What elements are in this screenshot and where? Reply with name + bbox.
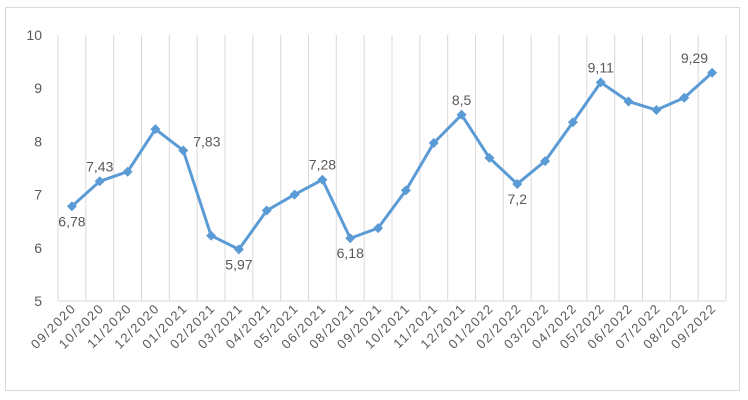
data-label: 6,18 [337,245,364,261]
series-line [70,71,714,251]
data-point-marker [567,117,578,128]
data-label: 7,28 [309,157,336,173]
data-point-marker [289,189,300,200]
data-point-marker [317,174,328,185]
y-tick-label: 7 [34,187,42,203]
data-label: 7,83 [193,133,220,149]
y-tick-label: 6 [34,240,42,256]
data-point-marker [373,223,384,234]
y-tick-label: 8 [34,133,42,149]
data-point-marker [66,201,77,212]
data-label: 7,43 [86,158,113,174]
data-point-marker [428,137,439,148]
data-point-marker [595,77,606,88]
data-label: 9,29 [681,50,708,66]
data-point-marker [707,67,718,78]
data-point-marker [345,233,356,244]
data-point-marker [206,230,217,241]
data-point-marker [178,145,189,156]
data-point-marker [623,96,634,107]
y-tick-label: 5 [34,293,42,309]
y-tick-label: 9 [34,80,42,96]
data-point-marker [94,176,105,187]
data-label: 7,2 [508,191,528,207]
data-label: 8,5 [452,92,472,108]
data-point-marker [484,152,495,163]
chart-frame [5,7,740,391]
data-label: 5,97 [225,256,252,272]
data-point-marker [456,109,467,120]
data-point-marker [540,156,551,167]
data-point-marker [150,124,161,135]
data-point-marker [679,92,690,103]
data-point-marker [261,205,272,216]
data-point-marker [512,178,523,189]
data-point-marker [400,185,411,196]
data-label: 6,78 [58,213,85,229]
data-point-marker [651,105,662,116]
data-label: 9,11 [588,59,614,75]
data-point-marker [122,166,133,177]
y-tick-label: 10 [26,27,42,43]
data-point-marker [233,244,244,255]
